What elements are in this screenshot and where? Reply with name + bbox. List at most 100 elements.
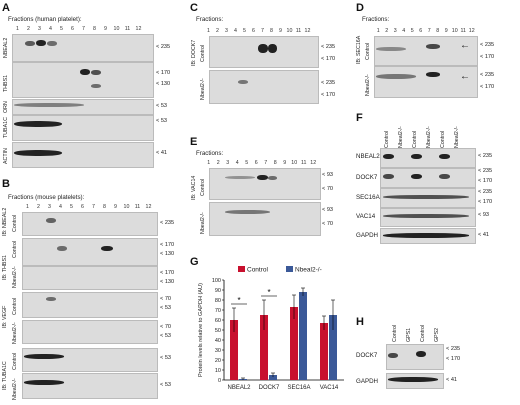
band xyxy=(91,84,101,88)
panel-e-mw-1: < 93 xyxy=(322,172,334,178)
panel-c-blot-ko xyxy=(209,70,319,104)
panel-a-row-orn: ORN xyxy=(3,101,9,113)
panel-e-blot-control xyxy=(209,168,321,200)
panel-b-mw-10: < 53 xyxy=(160,355,172,361)
band xyxy=(80,69,90,75)
panel-a-blot-orn xyxy=(12,99,154,115)
band xyxy=(376,47,406,51)
panel-a-row-thbs1: THBS1 xyxy=(3,74,9,92)
band xyxy=(46,297,56,301)
panel-d-ib: IB: SEC16A xyxy=(356,35,362,64)
panel-b-gt-7: Nbeal2-/- xyxy=(12,378,18,400)
panel-b-gt-5: Nbeal2-/- xyxy=(12,322,18,344)
panel-a-blot-nbeal2 xyxy=(12,34,154,62)
panel-a-mw-41: < 41 xyxy=(156,150,168,156)
y-tick-label: 20 xyxy=(215,358,221,364)
panel-d-lane-numbers: 1 2 3 4 5 6 7 8 9 10 11 12 xyxy=(376,28,475,34)
panel-d-mw-4: < 170 xyxy=(480,84,495,90)
band xyxy=(24,354,64,359)
panel-f-row-dock7: DOCK7 xyxy=(356,174,378,181)
panel-d-mw-2: < 170 xyxy=(480,54,495,60)
panel-b-mw-6: < 70 xyxy=(160,296,172,302)
y-tick-label: 80 xyxy=(215,298,221,304)
panel-d-mw-3: < 235 xyxy=(480,72,495,78)
panel-b-caption: Fractions (mouse platelets): xyxy=(8,194,85,201)
panel-b-ib-tuba1c: IB: TUBA1C xyxy=(2,361,8,390)
band xyxy=(411,154,422,159)
legend-swatch xyxy=(286,266,293,272)
panel-b-mw-8: < 70 xyxy=(160,324,172,330)
band xyxy=(439,154,450,159)
band xyxy=(238,80,248,84)
band xyxy=(426,72,440,77)
panel-f-mw-2: < 235 xyxy=(478,168,493,174)
panel-f-col-5: Control xyxy=(440,130,446,148)
panel-h-mw-1: < 235 xyxy=(446,346,461,352)
panel-h-col-1: Control xyxy=(392,324,398,342)
panel-d-mw-1: < 235 xyxy=(480,42,495,48)
panel-b-ib-nbeal2: IB: NBEAL2 xyxy=(2,207,8,236)
x-tick-label: DOCK7 xyxy=(259,385,280,391)
y-tick-label: 0 xyxy=(218,378,221,384)
panel-d-blot-ko xyxy=(374,66,478,98)
panel-b-ib-thbs1: IB: THBS1 xyxy=(2,255,8,280)
panel-c-mw-1: < 235 xyxy=(321,44,336,50)
panel-a-mw-130: < 130 xyxy=(156,81,171,87)
band xyxy=(258,44,268,53)
panel-f-mw-7: < 41 xyxy=(478,232,490,238)
y-tick-label: 60 xyxy=(215,318,221,324)
panel-f-col-4: Nbeal2-/- xyxy=(426,126,432,148)
bar xyxy=(260,315,268,380)
panel-b-mw-2: < 170 xyxy=(160,242,175,248)
band xyxy=(268,44,277,53)
panel-b-mw-3: < 130 xyxy=(160,251,175,257)
panel-b-blot-5 xyxy=(22,320,158,344)
panel-b-mw-7: < 53 xyxy=(160,305,172,311)
panel-c-mw-2: < 170 xyxy=(321,56,336,62)
panel-e-gt-control: Control xyxy=(200,178,206,196)
panel-h-mw-3: < 41 xyxy=(446,377,458,383)
band xyxy=(383,174,394,179)
panel-b-mw-1: < 235 xyxy=(160,220,175,226)
band xyxy=(91,70,101,75)
panel-a-row-actin: ACTIN xyxy=(3,148,9,164)
panel-b-blot-3 xyxy=(22,266,158,290)
y-tick-label: 40 xyxy=(215,338,221,344)
band xyxy=(14,150,62,156)
band xyxy=(426,44,440,49)
band xyxy=(257,175,268,180)
panel-d-gt-ko: Nbeal2-/- xyxy=(365,74,371,96)
panel-label-h: H xyxy=(356,316,364,328)
panel-label-c: C xyxy=(190,2,198,14)
band xyxy=(14,121,62,127)
panel-b-lane-numbers: 1 2 3 4 5 6 7 8 9 10 11 12 xyxy=(26,204,152,210)
bar xyxy=(329,315,337,380)
band xyxy=(383,214,469,218)
panel-f-row-vac14: VAC14 xyxy=(356,213,376,220)
bar xyxy=(230,320,238,380)
arrow-icon: ← xyxy=(460,40,470,51)
y-axis-label: Protein levels relative to GAPDH (AU) xyxy=(198,283,204,377)
panel-b-gt-6: Control xyxy=(12,352,18,370)
panel-e-lane-numbers: 1 2 3 4 5 6 7 8 9 10 11 12 xyxy=(207,160,317,166)
significance-star: * xyxy=(237,296,240,305)
panel-b-blot-4 xyxy=(22,292,158,318)
panel-label-a: A xyxy=(2,2,10,14)
panel-b-ib-vegf: IB: VEGF xyxy=(2,305,8,328)
panel-b-gt-2: Control xyxy=(12,240,18,258)
panel-a-blot-tuba1c xyxy=(12,115,154,141)
legend-label: Nbeal2-/- xyxy=(295,267,322,274)
panel-b-blot-7 xyxy=(22,373,158,399)
panel-c-ib: IB: DOCK7 xyxy=(191,39,197,66)
panel-h-col-2: GPS1 xyxy=(406,327,412,342)
y-tick-label: 50 xyxy=(215,328,221,334)
panel-b-mw-4: < 170 xyxy=(160,270,175,276)
panel-a-caption: Fractions (human platelet): xyxy=(8,16,82,23)
band xyxy=(36,40,46,46)
panel-h-col-3: Control xyxy=(420,324,426,342)
panel-e-mw-4: < 70 xyxy=(322,221,334,227)
panel-f-mw-1: < 235 xyxy=(478,153,493,159)
panel-d-caption: Fractions: xyxy=(362,16,390,23)
panel-c-lane-numbers: 1 2 3 4 5 6 7 8 9 10 11 12 xyxy=(207,28,311,34)
panel-b-mw-11: < 53 xyxy=(160,382,172,388)
